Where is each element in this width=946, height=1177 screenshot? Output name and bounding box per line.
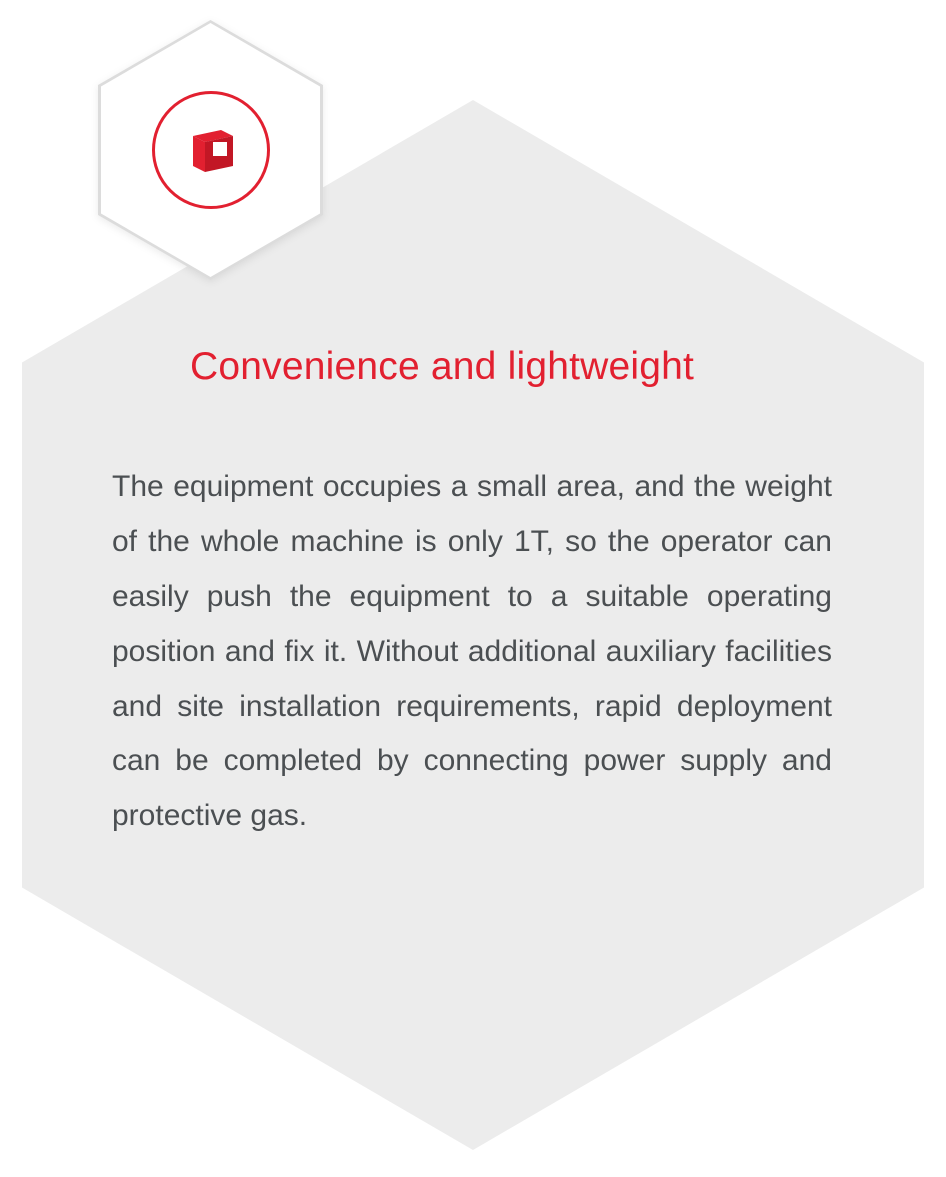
card-title: Convenience and lightweight — [190, 345, 910, 389]
icon-hexagon-badge — [98, 20, 323, 280]
icon-circle — [152, 91, 270, 209]
card-body: The equipment occupies a small area, and… — [112, 460, 832, 844]
machine-box-icon — [183, 122, 239, 178]
infographic-card: Convenience and lightweight The equipmen… — [0, 0, 946, 1177]
